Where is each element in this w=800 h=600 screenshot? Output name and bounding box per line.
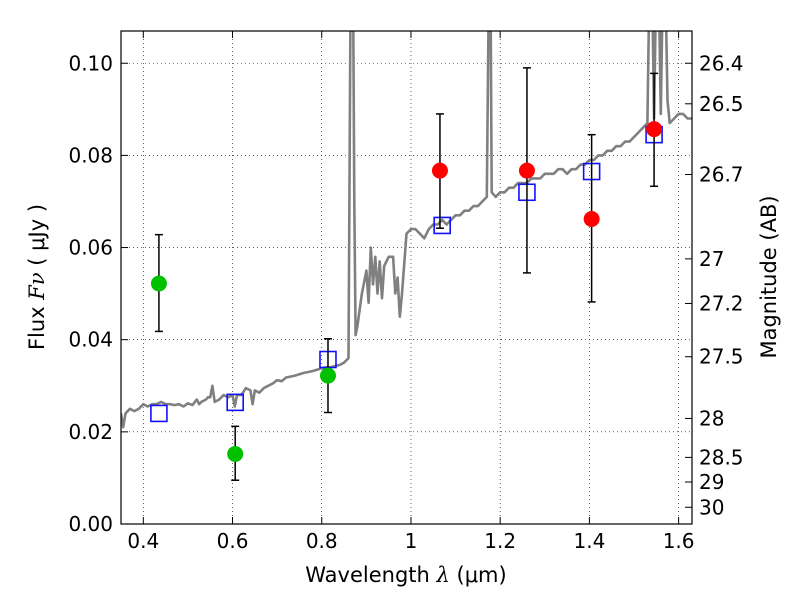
y-tick-labels: 0.00 0.02 0.04 0.06 0.08 0.10	[68, 51, 113, 536]
y-tick-label-3: 0.06	[68, 236, 113, 260]
sed-model-layer	[121, 31, 692, 429]
model-band-square-1	[226, 393, 244, 412]
mag-tick-label-3: 27	[699, 247, 724, 271]
photometry-point-2	[319, 367, 336, 384]
photometry-point-3	[431, 162, 448, 179]
y-tick-label-5: 0.10	[68, 51, 113, 75]
error-bar-layer	[154, 67, 659, 481]
photometry-layer	[150, 121, 663, 462]
photometry-point-4	[518, 162, 535, 179]
plot-area	[121, 31, 692, 429]
grid	[121, 31, 692, 525]
y-axis-label: Flux Fν ( μJy )	[25, 204, 49, 350]
x-tick-label-0: 0.4	[127, 529, 159, 553]
x-tick-label-4: 1.2	[484, 529, 516, 553]
model-band-square-0	[150, 404, 168, 423]
photometry-point-0	[150, 275, 167, 292]
mag-tick-label-6: 28	[699, 406, 724, 430]
y-tick-label-0: 0.00	[68, 512, 113, 536]
tick-marks	[121, 31, 692, 525]
magnitude-axis-label: Magnitude (AB)	[757, 195, 781, 358]
mag-tick-label-8: 29	[699, 470, 724, 494]
x-tick-label-1: 0.6	[217, 529, 249, 553]
model-band-layer	[150, 125, 663, 423]
y-tick-label-2: 0.04	[68, 328, 113, 352]
sed-model-line	[121, 31, 692, 429]
photometry-point-5	[583, 210, 600, 227]
y-tick-label-1: 0.02	[68, 420, 113, 444]
mag-tick-label-9: 30	[699, 495, 724, 519]
photometry-point-1	[227, 445, 244, 462]
mag-tick-label-5: 27.5	[699, 345, 744, 369]
x-tick-label-6: 1.6	[663, 529, 695, 553]
mag-tick-label-4: 27.2	[699, 291, 744, 315]
x-axis-label: Wavelength λ (μm)	[305, 563, 506, 587]
mag-tick-label-7: 28.5	[699, 445, 744, 469]
plot-frame	[120, 30, 693, 525]
photometry-point-6	[646, 121, 663, 138]
mag-tick-label-0: 26.4	[699, 51, 744, 75]
mag-tick-label-2: 26.7	[699, 162, 744, 186]
y-tick-label-4: 0.08	[68, 143, 113, 167]
model-band-square-3	[433, 216, 451, 235]
x-tick-label-2: 0.8	[306, 529, 338, 553]
x-tick-label-3: 1	[405, 529, 418, 553]
x-tick-labels: 0.4 0.6 0.8 1 1.2 1.4 1.6	[127, 529, 694, 553]
mag-tick-label-1: 26.5	[699, 92, 744, 116]
x-tick-label-5: 1.4	[573, 529, 605, 553]
